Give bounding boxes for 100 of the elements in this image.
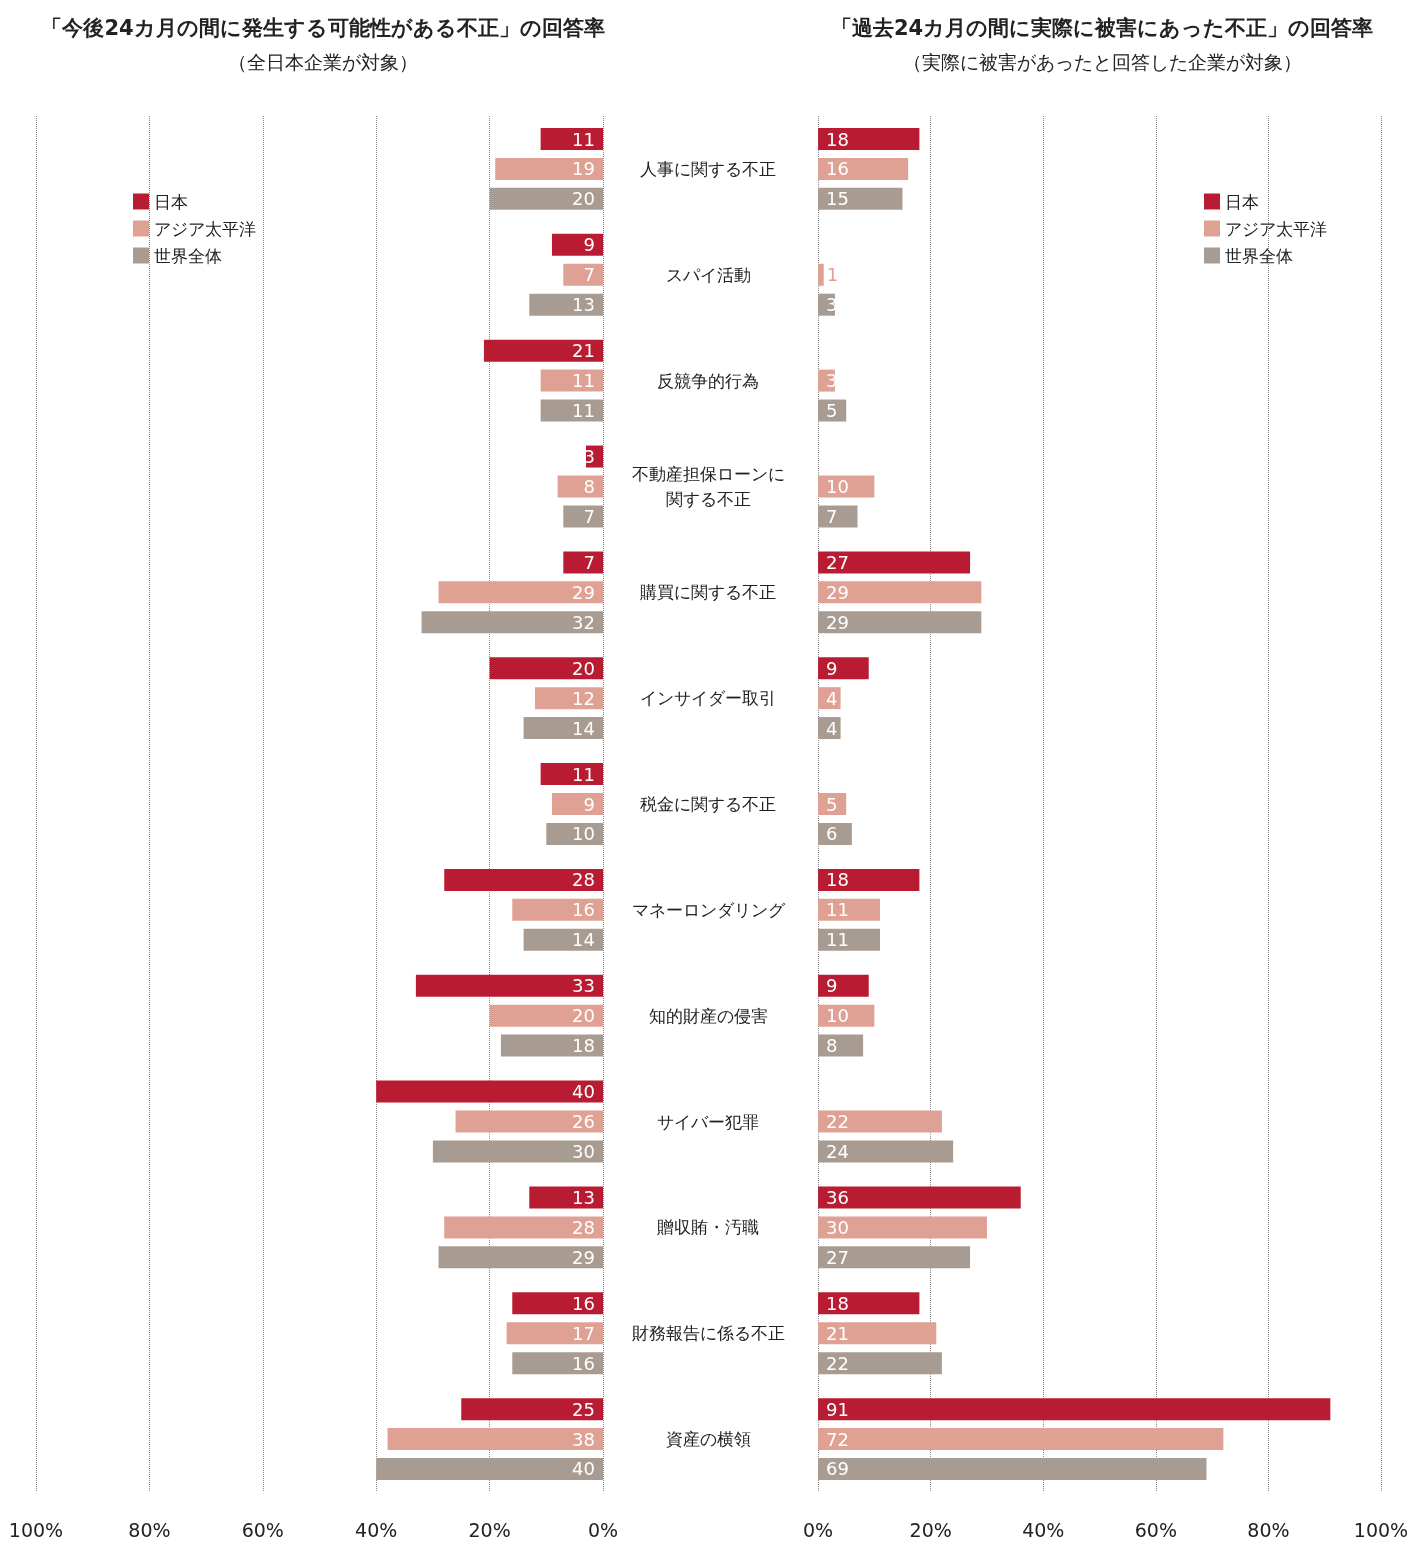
- bar: [540, 128, 603, 150]
- bar: [489, 187, 603, 210]
- data-label: 9: [583, 793, 595, 815]
- data-label: 30: [572, 1140, 595, 1162]
- bar: [546, 822, 603, 845]
- data-label: 8: [826, 1035, 838, 1057]
- bar: [557, 475, 603, 498]
- bar: [818, 551, 971, 574]
- bar: [563, 263, 603, 286]
- bar: [818, 263, 824, 286]
- data-label: 16: [826, 158, 849, 180]
- y-tick-label: 人事に関する不正: [640, 158, 776, 179]
- bar: [444, 868, 603, 891]
- y-tick-label: 購買に関する不正: [640, 582, 776, 603]
- data-label: 27: [826, 1246, 849, 1268]
- bar: [818, 1428, 1224, 1451]
- data-label: 7: [826, 505, 838, 527]
- bar: [818, 868, 920, 891]
- data-label: 29: [826, 581, 849, 603]
- x-tick-label: 60%: [1134, 1518, 1177, 1541]
- data-label: 72: [826, 1428, 849, 1450]
- y-tick-label: インサイダー取引: [640, 688, 776, 709]
- y-tick-label: 資産の横領: [665, 1429, 751, 1450]
- y-tick-label: 財務報告に係る不正: [631, 1323, 785, 1344]
- x-tick-label: 80%: [1247, 1518, 1290, 1541]
- data-label: 21: [826, 1322, 849, 1344]
- bar: [534, 687, 603, 710]
- bar: [818, 928, 880, 951]
- data-label: 10: [572, 823, 595, 845]
- data-label: 19: [572, 158, 595, 180]
- data-label: 9: [826, 975, 838, 997]
- bar: [415, 974, 603, 997]
- legend-label: アジア太平洋: [154, 218, 256, 239]
- bar: [818, 1216, 987, 1239]
- data-label: 20: [572, 657, 595, 679]
- bar: [818, 898, 880, 921]
- data-label: 26: [572, 1111, 595, 1133]
- data-label: 11: [572, 128, 595, 150]
- bar: [387, 1428, 603, 1451]
- bar: [551, 233, 603, 256]
- bar: [818, 157, 909, 180]
- legend-label: アジア太平洋: [1225, 218, 1327, 239]
- data-label: 22: [826, 1111, 849, 1133]
- data-label: 33: [572, 975, 595, 997]
- data-label: 11: [572, 370, 595, 392]
- bar: [376, 1458, 603, 1480]
- data-label: 7: [583, 264, 595, 286]
- y-tick-label: スパイ活動: [665, 264, 751, 285]
- data-label: 40: [572, 1458, 595, 1480]
- data-label: 91: [826, 1398, 849, 1420]
- bar: [563, 551, 603, 574]
- bar: [818, 974, 869, 997]
- data-label: 7: [583, 551, 595, 573]
- bar: [523, 717, 603, 740]
- data-label: 17: [572, 1322, 595, 1344]
- bar: [512, 1352, 603, 1375]
- bar: [421, 611, 603, 634]
- data-label: 1: [826, 264, 839, 286]
- bar: [818, 1246, 971, 1269]
- bar: [506, 1322, 603, 1345]
- bar: [818, 1292, 920, 1315]
- bar: [551, 793, 603, 815]
- bar: [818, 1322, 937, 1345]
- bar: [818, 1110, 942, 1133]
- data-label: 27: [826, 551, 849, 573]
- legend-label: 世界全体: [1225, 245, 1293, 266]
- data-label: 18: [826, 1292, 849, 1314]
- data-label: 11: [572, 400, 595, 422]
- x-tick-label: 60%: [241, 1518, 284, 1541]
- bar: [818, 128, 920, 150]
- bar: [512, 1292, 603, 1315]
- chart-title: 「今後24カ月の間に発生する可能性がある不正」の回答率: [41, 15, 605, 40]
- bar: [540, 399, 603, 422]
- data-label: 36: [826, 1186, 849, 1208]
- bar: [500, 1034, 603, 1057]
- data-label: 5: [826, 400, 838, 422]
- x-tick-label: 100%: [1353, 1518, 1409, 1541]
- data-label: 29: [826, 611, 849, 633]
- data-label: 22: [826, 1352, 849, 1374]
- x-tick-label: 0%: [587, 1518, 619, 1541]
- bar: [483, 339, 603, 362]
- y-tick-label: 不動産担保ローンに関する不正: [631, 463, 785, 509]
- y-tick-label: 税金に関する不正: [640, 794, 776, 814]
- data-label: 5: [826, 793, 838, 815]
- x-tick-label: 20%: [468, 1518, 511, 1541]
- bar: [461, 1398, 603, 1421]
- bar: [529, 1186, 603, 1209]
- data-label: 30: [826, 1216, 849, 1238]
- data-label: 4: [826, 717, 838, 739]
- bar: [523, 928, 603, 951]
- data-label: 18: [826, 128, 849, 150]
- x-tick-label: 20%: [909, 1518, 952, 1541]
- data-label: 25: [572, 1398, 595, 1420]
- data-label: 7: [583, 505, 595, 527]
- data-label: 24: [826, 1140, 849, 1162]
- bar: [563, 505, 603, 528]
- y-tick-label: サイバー犯罪: [657, 1111, 759, 1132]
- bar: [818, 1352, 942, 1375]
- data-label: 18: [826, 869, 849, 891]
- data-label: 9: [826, 657, 838, 679]
